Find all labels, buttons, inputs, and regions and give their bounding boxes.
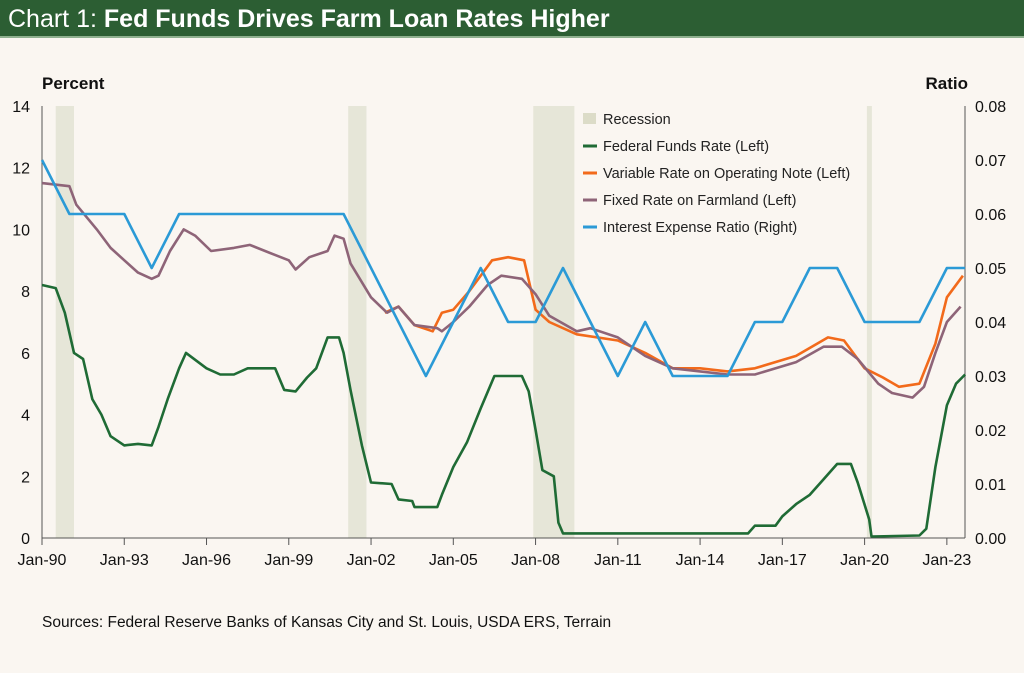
right-tick-label: 0.01 (975, 477, 1006, 494)
left-tick-label: 12 (12, 161, 30, 178)
left-tick-label: 6 (21, 346, 30, 363)
x-tick-label: Jan-05 (429, 552, 478, 569)
right-tick-label: 0.06 (975, 207, 1006, 224)
x-tick-label: Jan-11 (594, 552, 642, 569)
right-tick-label: 0.08 (975, 99, 1006, 116)
legend-label: Interest Expense Ratio (Right) (603, 220, 797, 236)
chart-header: Chart 1: Fed Funds Drives Farm Loan Rate… (0, 0, 1024, 38)
sources-note: Sources: Federal Reserve Banks of Kansas… (42, 614, 612, 631)
x-tick-label: Jan-23 (922, 552, 971, 569)
legend-label: Fixed Rate on Farmland (Left) (603, 193, 796, 209)
series-line-1 (41, 283, 967, 538)
x-tick-label: Jan-17 (758, 552, 807, 569)
left-tick-label: 0 (21, 531, 30, 548)
right-tick-label: 0.02 (975, 423, 1006, 440)
series-line-3 (41, 181, 962, 399)
left-tick-label: 8 (21, 284, 30, 301)
legend-label: Variable Rate on Operating Note (Left) (603, 166, 850, 182)
left-tick-label: 10 (12, 222, 30, 239)
right-tick-label: 0.07 (975, 153, 1006, 170)
right-tick-label: 0.03 (975, 369, 1006, 386)
legend-label-recession: Recession (603, 112, 671, 128)
x-tick-label: Jan-96 (182, 552, 231, 569)
x-tick-label: Jan-93 (100, 552, 149, 569)
right-tick-label: 0.00 (975, 531, 1006, 548)
x-tick-label: Jan-99 (264, 552, 313, 569)
x-tick-label: Jan-02 (347, 552, 396, 569)
recession-band (348, 106, 367, 538)
right-tick-label: 0.05 (975, 261, 1006, 278)
right-tick-label: 0.04 (975, 315, 1006, 332)
x-tick-label: Jan-20 (840, 552, 889, 569)
series-line-4 (40, 159, 966, 378)
recession-band (533, 106, 575, 538)
left-tick-label: 4 (21, 408, 30, 425)
legend-swatch-recession (583, 113, 596, 124)
recession-band (55, 106, 74, 538)
left-tick-label: 2 (21, 469, 30, 486)
left-tick-label: 14 (12, 99, 30, 116)
x-tick-label: Jan-08 (511, 552, 560, 569)
legend-label: Federal Funds Rate (Left) (603, 139, 769, 155)
chart-number: Chart 1: (8, 5, 97, 33)
right-axis-title: Ratio (926, 74, 969, 93)
chart-title: Fed Funds Drives Farm Loan Rates Higher (103, 5, 610, 33)
series-line-2 (384, 255, 964, 389)
left-axis-title: Percent (42, 74, 105, 93)
x-tick-label: Jan-14 (676, 552, 725, 569)
x-tick-label: Jan-90 (18, 552, 67, 569)
